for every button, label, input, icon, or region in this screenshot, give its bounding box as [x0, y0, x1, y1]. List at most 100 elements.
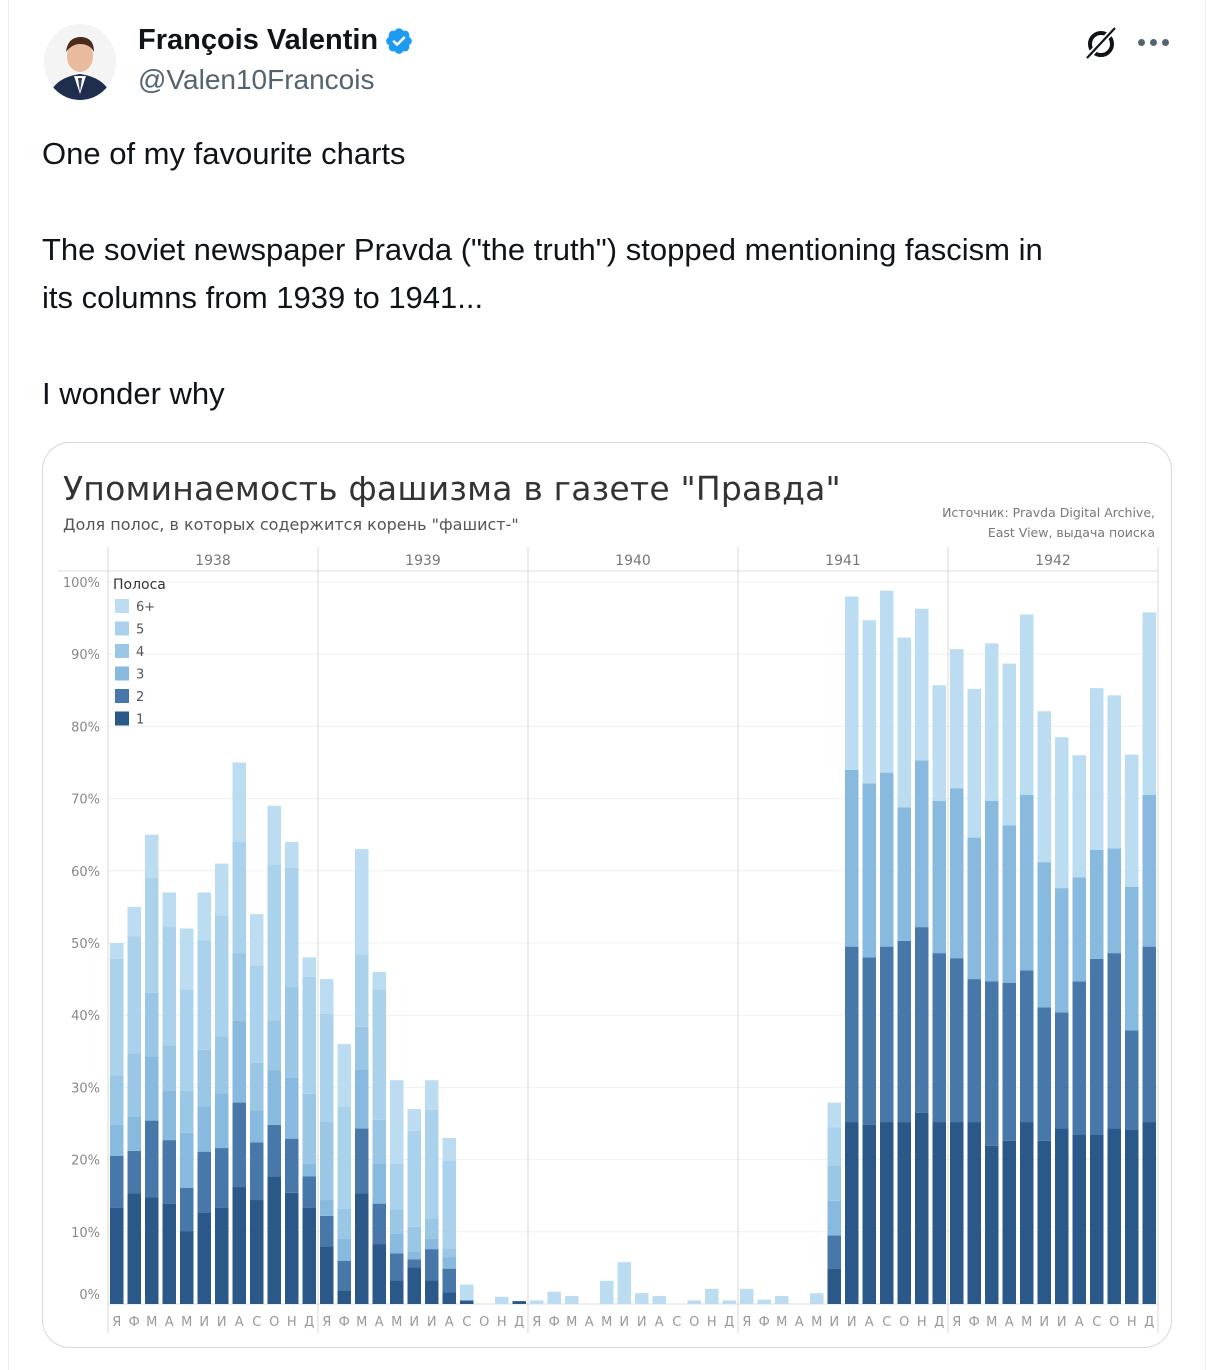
bar-segment-2	[145, 1120, 159, 1198]
bar-segment-2	[232, 1102, 246, 1188]
bar-segment-3	[127, 1117, 141, 1151]
y-tick-label: 100%	[63, 576, 100, 591]
bar-segment-3	[267, 1070, 281, 1125]
bar-segment-3	[1090, 849, 1104, 959]
bar-segment-4	[197, 1049, 211, 1107]
bar-segment-6+	[197, 892, 211, 941]
bar-segment-6+	[722, 1300, 736, 1304]
bar-segment-1	[862, 1124, 876, 1304]
bar-segment-1	[180, 1231, 194, 1304]
bar-segment-4	[145, 992, 159, 1057]
bar-segment-6+	[530, 1300, 544, 1304]
bar-segment-5	[145, 878, 159, 993]
bar-segment-2	[845, 946, 859, 1123]
bar-segment-4	[162, 1045, 176, 1091]
grok-icon[interactable]	[1082, 24, 1120, 62]
month-label: И	[829, 1315, 839, 1330]
bar-segment-5	[285, 867, 299, 987]
bar-segment-3	[145, 1056, 159, 1121]
bar-segment-1	[880, 1122, 894, 1304]
bar-segment-4	[425, 1218, 439, 1239]
bar-segment-4	[390, 1209, 404, 1234]
bar-segment-1	[372, 1244, 386, 1304]
bar-segment-2	[915, 927, 929, 1113]
month-label: А	[1005, 1315, 1014, 1330]
bar-segment-3	[1002, 825, 1016, 983]
month-label: И	[199, 1315, 209, 1330]
bar-segment-6+	[1002, 663, 1016, 826]
month-label: М	[1021, 1315, 1032, 1330]
bar-segment-6+	[1072, 755, 1086, 878]
bar-segment-6+	[1107, 695, 1121, 849]
bar-segment-3	[845, 769, 859, 947]
bar-segment-3	[232, 1020, 246, 1103]
month-label: М	[391, 1315, 402, 1330]
legend-swatch	[115, 621, 129, 636]
author-handle[interactable]: @Valen10Francois	[138, 64, 375, 95]
month-label: И	[409, 1315, 419, 1330]
chart-image[interactable]: 0% 10% 20% 30% 40% 50% 60% 70% 80% 90% 100% 1938 193…	[42, 442, 1172, 1348]
y-tick-label: 20%	[71, 1154, 100, 1169]
bar-segment-2	[1142, 946, 1156, 1123]
bar-segment-1	[1002, 1140, 1016, 1304]
month-label: М	[181, 1315, 192, 1330]
more-options-icon[interactable]	[1138, 30, 1172, 54]
bar-segment-1	[285, 1192, 299, 1304]
bar-segment-1	[460, 1300, 474, 1304]
bar-segment-6+	[285, 841, 299, 868]
bar-segment-2	[1107, 953, 1121, 1129]
bar-segment-1	[407, 1267, 421, 1304]
month-label: Я	[742, 1315, 751, 1330]
bar-segment-1	[390, 1280, 404, 1304]
bar-segment-3	[1125, 886, 1139, 1031]
bar-segment-1	[967, 1122, 981, 1304]
legend-label: 4	[136, 645, 144, 660]
month-label: Я	[322, 1315, 331, 1330]
month-label: А	[235, 1315, 244, 1330]
bar-segment-3	[985, 800, 999, 982]
bar-segment-1	[932, 1122, 946, 1304]
bar-segment-4	[827, 1165, 841, 1201]
tweet-text-line: I wonder why	[42, 376, 225, 411]
bar-segment-3	[372, 1163, 386, 1204]
bar-segment-3	[355, 1069, 369, 1129]
year-label: 1942	[1035, 553, 1071, 569]
legend-swatch	[115, 689, 129, 703]
bar-segment-1	[512, 1301, 526, 1304]
month-label: Д	[724, 1315, 734, 1330]
bar-segment-5	[372, 989, 386, 1120]
bar-segment-2	[267, 1124, 281, 1177]
bar-segment-3	[1142, 794, 1156, 947]
bar-segment-2	[285, 1138, 299, 1193]
bar-segment-4	[110, 1075, 124, 1125]
month-label: Ф	[759, 1315, 770, 1330]
bar-segment-1	[1037, 1140, 1051, 1304]
bar-segment-3	[407, 1252, 421, 1260]
bar-segment-5	[127, 936, 141, 1054]
month-label: М	[776, 1315, 787, 1330]
bar-segment-1	[232, 1187, 246, 1304]
bar-segment-3	[827, 1200, 841, 1236]
author-name[interactable]: François Valentin	[138, 24, 414, 57]
avatar[interactable]	[44, 24, 116, 100]
tweet-text-line: its columns from 1939 to 1941...	[42, 280, 484, 315]
legend-label: 5	[136, 623, 144, 638]
bar-segment-2	[1125, 1030, 1139, 1130]
month-label: Д	[1144, 1315, 1154, 1330]
bar-segment-5	[320, 1013, 334, 1122]
bar-segment-2	[880, 946, 894, 1123]
bar-segment-2	[827, 1235, 841, 1269]
bar-segment-2	[162, 1140, 176, 1204]
bar-segment-3	[110, 1124, 124, 1156]
month-label: А	[795, 1315, 804, 1330]
month-label: С	[672, 1315, 681, 1330]
y-tick-label: 50%	[71, 937, 100, 952]
bar-segment-2	[967, 979, 981, 1123]
bar-segment-3	[285, 1078, 299, 1139]
bar-segment-3	[180, 1132, 194, 1188]
bar-segment-5	[162, 926, 176, 1046]
month-label: Н	[917, 1315, 927, 1330]
bar-segment-6+	[162, 892, 176, 927]
bar-segment-6+	[845, 596, 859, 770]
bar-segment-1	[337, 1290, 351, 1304]
